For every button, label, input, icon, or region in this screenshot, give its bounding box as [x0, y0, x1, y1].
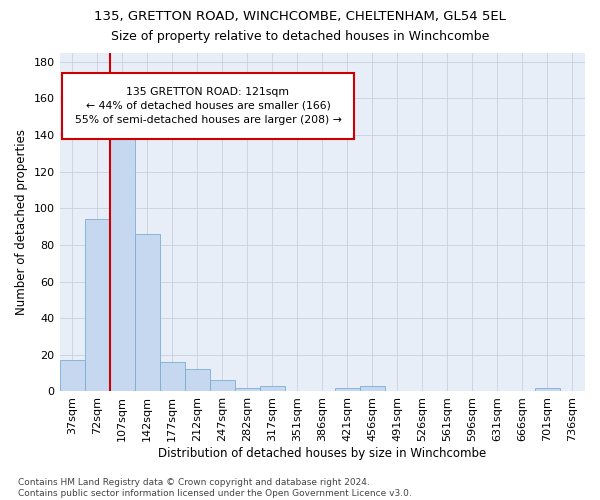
Bar — [209, 380, 235, 392]
Bar — [59, 360, 85, 392]
Bar — [260, 386, 285, 392]
Text: Size of property relative to detached houses in Winchcombe: Size of property relative to detached ho… — [111, 30, 489, 43]
Bar — [85, 219, 110, 392]
Bar — [185, 370, 209, 392]
Bar — [360, 386, 385, 392]
Bar — [134, 234, 160, 392]
FancyBboxPatch shape — [62, 73, 354, 139]
Bar — [110, 135, 134, 392]
Y-axis label: Number of detached properties: Number of detached properties — [15, 129, 28, 315]
X-axis label: Distribution of detached houses by size in Winchcombe: Distribution of detached houses by size … — [158, 447, 487, 460]
Text: 135 GRETTON ROAD: 121sqm
← 44% of detached houses are smaller (166)
55% of semi-: 135 GRETTON ROAD: 121sqm ← 44% of detach… — [74, 87, 341, 125]
Text: Contains HM Land Registry data © Crown copyright and database right 2024.
Contai: Contains HM Land Registry data © Crown c… — [18, 478, 412, 498]
Bar — [235, 388, 260, 392]
Text: 135, GRETTON ROAD, WINCHCOMBE, CHELTENHAM, GL54 5EL: 135, GRETTON ROAD, WINCHCOMBE, CHELTENHA… — [94, 10, 506, 23]
Bar — [335, 388, 360, 392]
Bar — [535, 388, 560, 392]
Bar — [160, 362, 185, 392]
